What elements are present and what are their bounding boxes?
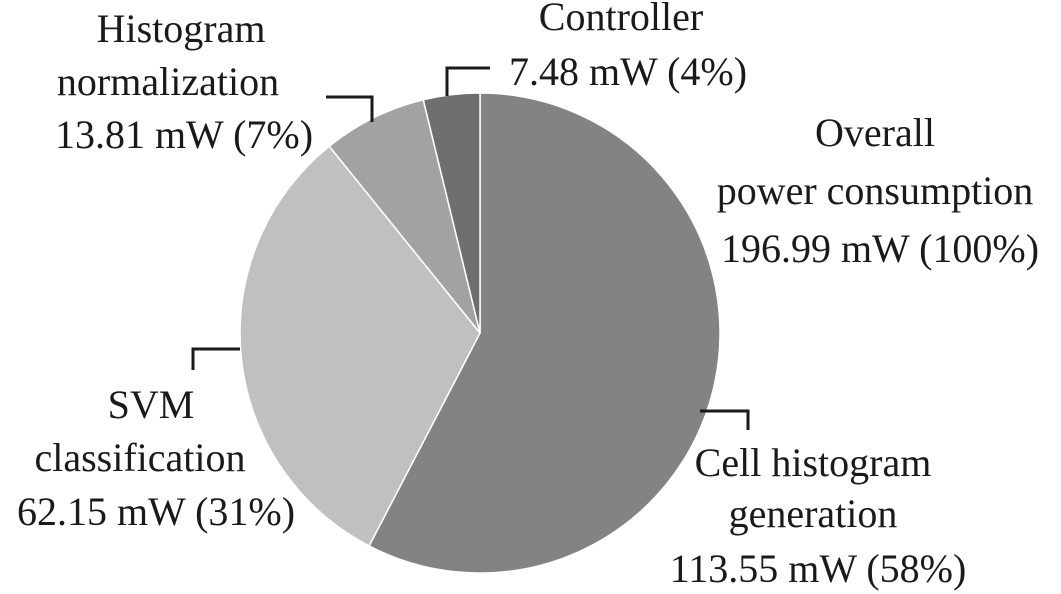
leader-line: [326, 95, 374, 122]
leader-lines: [191, 66, 750, 430]
slice-label-svm: SVM classification 62.15 mW (31%): [17, 382, 295, 534]
slice-label-line: generation: [729, 491, 898, 536]
slice-label-line: classification: [34, 435, 245, 480]
total-label: Overall power consumption 196.99 mW (100…: [717, 110, 1044, 271]
total-label-line: Overall: [815, 110, 935, 155]
slice-label-line: SVM: [108, 382, 195, 427]
slice-label-line: Histogram: [97, 6, 266, 51]
slice-label-line: 113.55 mW (58%): [670, 546, 967, 591]
pie-slices: [239, 92, 721, 574]
leader-line: [700, 409, 750, 430]
total-label-line: 196.99 mW (100%): [721, 226, 1039, 271]
slice-label-line: Cell histogram: [695, 440, 932, 485]
total-label-line: power consumption: [717, 168, 1034, 213]
pie-slice: [328, 98, 481, 334]
slice-label-line: 62.15 mW (31%): [17, 489, 295, 534]
slice-label-cell-histogram: Cell histogram generation 113.55 mW (58%…: [670, 440, 967, 591]
slice-label-line: Controller: [539, 0, 703, 39]
slice-label-line: 7.48 mW (4%): [509, 49, 747, 94]
slice-label-line: normalization: [57, 59, 279, 104]
slice-label-line: 13.81 mW (7%): [55, 112, 313, 157]
pie-slice: [239, 145, 481, 547]
pie-slice: [368, 92, 721, 574]
leader-line: [445, 66, 490, 96]
slice-label-controller: Controller 7.48 mW (4%): [509, 0, 747, 94]
pie-slice: [422, 92, 481, 334]
slice-label-histogram-normalization: Histogram normalization 13.81 mW (7%): [55, 6, 313, 157]
leader-line: [191, 347, 240, 370]
